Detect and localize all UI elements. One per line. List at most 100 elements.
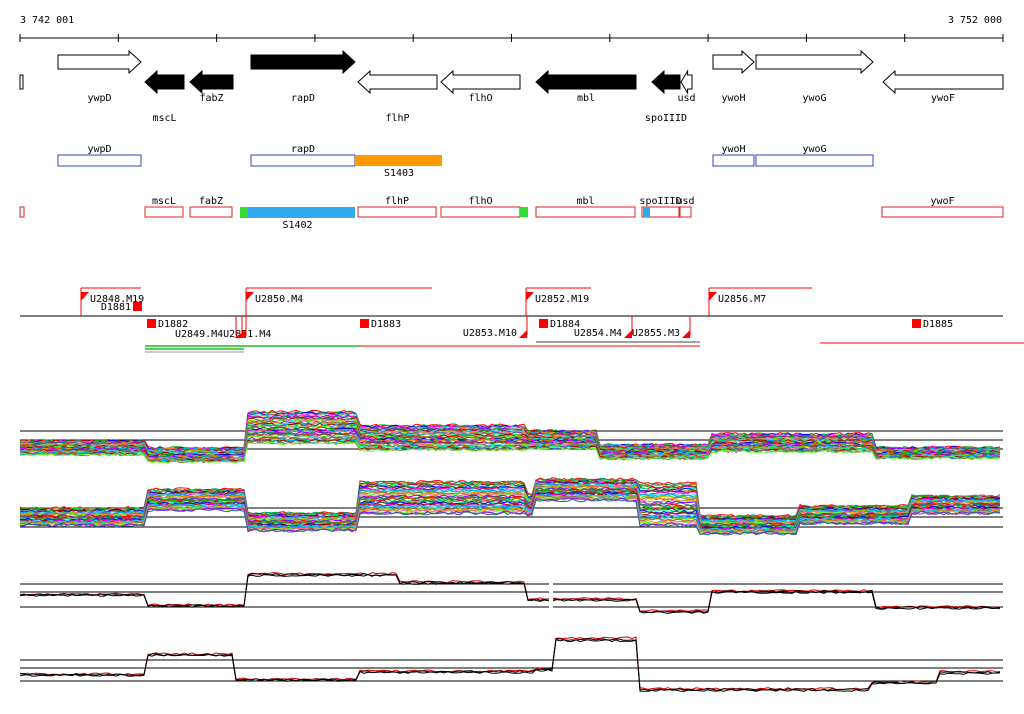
annotation-label-ywoF: ywoF (930, 196, 954, 207)
annotation-label-mscL: mscL (152, 196, 176, 207)
annotation-ywoG (755, 154, 874, 167)
gene-label-flhP: flhP (385, 113, 409, 124)
expression-profile-line (19, 427, 1001, 458)
gene-arrow-ywoG (755, 49, 874, 75)
gene-label-mscL: mscL (152, 113, 176, 124)
gene-arrow-rapD (250, 49, 356, 75)
terminator-D1885 (912, 319, 921, 328)
panel-gap (549, 565, 553, 710)
annotation-flhO (440, 206, 521, 218)
coordinate-ruler: 3 742 001 3 752 000 (19, 15, 1004, 42)
expression-panel-3 (19, 565, 1003, 710)
tss-label-U2853.M10: U2853.M10 (463, 328, 517, 339)
expression-profile-line (19, 573, 1001, 614)
gene-arrow-flhO (440, 69, 521, 95)
gene-arrow-usd (680, 69, 693, 95)
annotation-flhP (357, 206, 437, 218)
annotation-ywoF (881, 206, 1004, 218)
gene-label-ywoG: ywoG (802, 93, 826, 104)
terminator-label-D1885: D1885 (923, 319, 953, 330)
tss-label-U2854.M4: U2854.M4 (574, 328, 622, 339)
cyan-marker (643, 207, 650, 217)
tss-label-U2856.M7: U2856.M7 (718, 294, 766, 305)
gene-arrow-fabZ (189, 69, 234, 95)
annotation-ywoH (712, 154, 755, 167)
tss-upper-flag (709, 292, 717, 301)
annotation-ywpD (57, 154, 142, 167)
expression-profile-line (19, 441, 1001, 464)
terminator-label-D1882: D1882 (158, 319, 188, 330)
annotation-fabZ (189, 206, 233, 218)
expression-profile-line (19, 639, 1001, 692)
gene-arrow-track: ywpD mscL fabZ rapD flhP flhO mbl spoIIID usd ywo… (19, 49, 1004, 124)
tss-lower-flag (519, 330, 527, 338)
expression-profile-line (19, 416, 1001, 453)
gene-arrow-spoIIID (651, 69, 681, 95)
gene-label-usd: usd (677, 93, 695, 104)
tss-lower-flag (234, 330, 246, 338)
gene-fragment-arrow (19, 74, 24, 90)
gene-arrow-ywpD (57, 49, 142, 75)
annotation-mbl (535, 206, 636, 218)
tss-upper-flag (526, 292, 534, 301)
tss-lower-flag (682, 330, 690, 338)
annotation-label-usd: usd (676, 196, 694, 207)
annotation-label-ywpD: ywpD (87, 144, 111, 155)
annotation-rapD (250, 154, 356, 167)
annotation-label-S1402: S1402 (282, 220, 312, 231)
annotation-spoIIID (641, 206, 680, 218)
annotation-label-flhO: flhO (468, 196, 492, 207)
terminator-label-D1881: D1881 (101, 302, 131, 313)
ruler-ticks (19, 34, 1004, 42)
terminator-D1884 (539, 319, 548, 328)
green-marker (240, 207, 248, 217)
gene-label-rapD: rapD (291, 93, 315, 104)
green-marker (520, 207, 528, 217)
expression-panel-1 (19, 409, 1003, 464)
gene-label-mbl: mbl (577, 93, 595, 104)
terminator-D1881 (133, 302, 142, 311)
tss-upper-flag (81, 292, 89, 301)
annotation-S1403 (356, 155, 442, 166)
gene-label-spoIIID: spoIIID (645, 113, 687, 124)
gene-arrow-mscL (144, 69, 185, 95)
gene-label-ywpD: ywpD (87, 93, 111, 104)
expression-panel-4 (19, 636, 1003, 692)
gene-label-ywoH: ywoH (721, 93, 745, 104)
ruler-end-coordinate: 3 752 000 (948, 15, 1002, 26)
expression-profile-line (19, 479, 1001, 520)
gene-arrow-ywoH (712, 49, 755, 75)
terminator-label-D1884: D1884 (550, 319, 580, 330)
gene-arrow-ywoF (882, 69, 1004, 95)
tss-lower-flag (624, 330, 632, 338)
expression-profile-line (19, 483, 1001, 523)
annotation-usd (679, 206, 692, 218)
expression-profile-line (19, 498, 1001, 536)
expression-profile-line (19, 573, 1001, 613)
expression-profile-line (19, 488, 1001, 528)
tss-upper-flag (246, 292, 254, 301)
annotation-label-spoIIID: spoIIID (639, 196, 681, 207)
tss-label-U2848.M19: U2848.M19 (90, 294, 144, 305)
gene-arrow-mbl (535, 69, 637, 95)
expression-profile-line (19, 494, 1001, 533)
annotation-label-fabZ: fabZ (199, 196, 223, 207)
annotation-fragment (19, 206, 25, 218)
terminator-label-D1883: D1883 (371, 319, 401, 330)
gene-label-ywoF: ywoF (931, 93, 955, 104)
tss-label-U2850.M4: U2850.M4 (255, 294, 303, 305)
annotation-label-flhP: flhP (385, 196, 409, 207)
terminator-D1883 (360, 319, 369, 328)
tss-terminator-track: U2849.M4U2851.M4 U2848.M19 U2850.M4 U2852.… (20, 287, 1024, 353)
expression-panel-2 (19, 477, 1003, 536)
expression-profile-line (19, 637, 1001, 692)
tss-label-U2855.M3: U2855.M3 (632, 328, 680, 339)
annotation-label-mbl: mbl (576, 196, 594, 207)
annotation-label-S1403: S1403 (384, 168, 414, 179)
annotation-label-rapD: rapD (291, 144, 315, 155)
gene-label-flhO: flhO (468, 93, 492, 104)
expression-profile-line (19, 636, 1001, 691)
